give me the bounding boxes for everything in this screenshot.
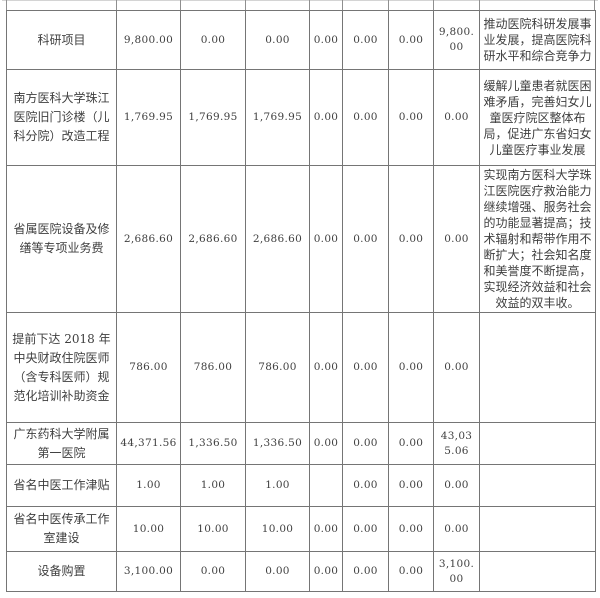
amount-cell-4: 0.00 [309, 551, 343, 592]
project-name-cell: 南方医科大学珠江医院旧门诊楼（儿科分院）改造工程 [6, 69, 117, 166]
performance-note-cell [479, 551, 596, 592]
amount-cell-6: 0.00 [388, 69, 434, 166]
amount-cell-3: 1,336.50 [245, 422, 310, 465]
table-row: 南方医科大学珠江医院旧门诊楼（儿科分院）改造工程 1,769.95 1,769.… [6, 69, 596, 166]
table-row: 广东药科大学附属第一医院 44,371.56 1,336.50 1,336.50… [6, 422, 596, 465]
amount-cell-6: 0.00 [388, 506, 434, 552]
column-border-stub [479, 0, 480, 11]
amount-cell-1: 2,686.60 [116, 165, 181, 313]
table-row: 省属医院设备及修缮等专项业务费 2,686.60 2,686.60 2,686.… [6, 165, 596, 313]
amount-cell-4: 0.00 [309, 69, 343, 166]
project-name-cell: 广东药科大学附属第一医院 [6, 422, 117, 465]
amount-cell-5: 0.00 [342, 312, 389, 423]
table-row: 科研项目 9,800.00 0.00 0.00 0.00 0.00 0.00 9… [6, 10, 596, 70]
amount-cell-2: 0.00 [180, 10, 246, 70]
amount-cell-1: 1.00 [116, 464, 181, 507]
amount-cell-4 [309, 464, 343, 507]
performance-note-cell: 缓解儿童患者就医困难矛盾，完善妇女儿童医疗院区整体布局，促进广东省妇女儿童医疗事… [479, 69, 596, 166]
column-border-stub [116, 0, 117, 11]
amount-cell-7: 0.00 [433, 165, 480, 313]
amount-cell-1: 44,371.56 [116, 422, 181, 465]
column-border-stub [245, 0, 246, 11]
amount-cell-4: 0.00 [309, 10, 343, 70]
amount-cell-2: 786.00 [180, 312, 246, 423]
amount-cell-7: 3,100.00 [433, 551, 480, 592]
project-name-cell: 设备购置 [6, 551, 117, 592]
amount-cell-7: 0.00 [433, 312, 480, 423]
amount-cell-1: 3,100.00 [116, 551, 181, 592]
project-name-cell: 提前下达 2018 年中央财政住院医师（含专科医师）规范化培训补助资金 [6, 312, 117, 423]
project-name-cell: 科研项目 [6, 10, 117, 70]
column-border-stub [594, 0, 595, 11]
column-border-stub [309, 0, 310, 11]
amount-cell-5: 0.00 [342, 464, 389, 507]
amount-cell-2: 0.00 [180, 551, 246, 592]
amount-cell-4: 0.00 [309, 506, 343, 552]
amount-cell-3: 0.00 [245, 551, 310, 592]
amount-cell-3: 2,686.60 [245, 165, 310, 313]
amount-cell-7: 43,035.06 [433, 422, 480, 465]
amount-cell-2: 1,769.95 [180, 69, 246, 166]
amount-cell-3: 1,769.95 [245, 69, 310, 166]
project-name-cell: 省名中医工作津贴 [6, 464, 117, 507]
amount-cell-1: 10.00 [116, 506, 181, 552]
project-name-cell: 省属医院设备及修缮等专项业务费 [6, 165, 117, 313]
amount-cell-6: 0.00 [388, 312, 434, 423]
amount-cell-4: 0.00 [309, 165, 343, 313]
column-border-stub [433, 0, 434, 11]
amount-cell-6: 0.00 [388, 422, 434, 465]
project-name-cell: 省名中医传承工作室建设 [6, 506, 117, 552]
amount-cell-7: 0.00 [433, 464, 480, 507]
performance-note-cell: 推动医院科研发展事业发展，提高医院科研水平和综合竞争力 [479, 10, 596, 70]
amount-cell-1: 1,769.95 [116, 69, 181, 166]
table-row: 提前下达 2018 年中央财政住院医师（含专科医师）规范化培训补助资金 786.… [6, 312, 596, 423]
amount-cell-7: 0.00 [433, 69, 480, 166]
amount-cell-5: 0.00 [342, 506, 389, 552]
amount-cell-2: 1.00 [180, 464, 246, 507]
amount-cell-1: 786.00 [116, 312, 181, 423]
page-top-edge-line [2, 0, 598, 1]
budget-projects-table: 科研项目 9,800.00 0.00 0.00 0.00 0.00 0.00 9… [6, 10, 596, 592]
amount-cell-3: 1.00 [245, 464, 310, 507]
performance-note-cell [479, 506, 596, 552]
amount-cell-6: 0.00 [388, 10, 434, 70]
amount-cell-1: 9,800.00 [116, 10, 181, 70]
amount-cell-3: 10.00 [245, 506, 310, 552]
table-row: 设备购置 3,100.00 0.00 0.00 0.00 0.00 0.00 3… [6, 551, 596, 592]
amount-cell-5: 0.00 [342, 422, 389, 465]
column-border-stub [6, 0, 7, 11]
performance-note-cell: 实现南方医科大学珠江医院医疗救治能力继续增强、服务社会的功能显著提高；技术辐射和… [479, 165, 596, 313]
amount-cell-7: 9,800.00 [433, 10, 480, 70]
amount-cell-3: 786.00 [245, 312, 310, 423]
amount-cell-4: 0.00 [309, 422, 343, 465]
amount-cell-5: 0.00 [342, 165, 389, 313]
amount-cell-5: 0.00 [342, 551, 389, 592]
performance-note-cell [479, 422, 596, 465]
amount-cell-7: 0.00 [433, 506, 480, 552]
amount-cell-2: 2,686.60 [180, 165, 246, 313]
amount-cell-5: 0.00 [342, 10, 389, 70]
column-border-stub [180, 0, 181, 11]
amount-cell-6: 0.00 [388, 551, 434, 592]
performance-note-cell [479, 312, 596, 423]
amount-cell-2: 10.00 [180, 506, 246, 552]
amount-cell-4: 0.00 [309, 312, 343, 423]
amount-cell-6: 0.00 [388, 464, 434, 507]
amount-cell-6: 0.00 [388, 165, 434, 313]
table-row: 省名中医工作津贴 1.00 1.00 1.00 0.00 0.00 0.00 [6, 464, 596, 507]
amount-cell-5: 0.00 [342, 69, 389, 166]
table-row: 省名中医传承工作室建设 10.00 10.00 10.00 0.00 0.00 … [6, 506, 596, 552]
amount-cell-2: 1,336.50 [180, 422, 246, 465]
table-body: 科研项目 9,800.00 0.00 0.00 0.00 0.00 0.00 9… [6, 10, 596, 592]
column-border-stub [342, 0, 343, 11]
column-border-stub [388, 0, 389, 11]
amount-cell-3: 0.00 [245, 10, 310, 70]
performance-note-cell [479, 464, 596, 507]
